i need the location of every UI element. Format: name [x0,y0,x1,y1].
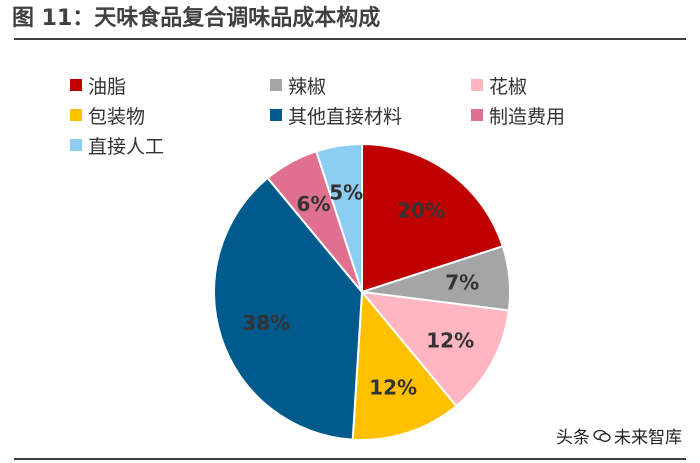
legend-item-sichuan-pepper: 花椒 [471,72,527,98]
pie-slices [213,142,511,441]
pie-label-sichuan-pepper: 12% [426,328,474,352]
watermark: 头条 未来智库 [556,423,682,448]
pie-labels: 20% 7% 12% 12% 38% 6%5% [242,181,479,400]
pie-slice-sichuan-pepper [359,290,510,408]
legend-label-sichuan-pepper: 花椒 [489,75,528,98]
legend-swatch-labor [70,139,82,151]
bottom-rule [14,458,686,460]
legend-swatch-other-materials [270,109,282,121]
pie-slice-other-materials [213,176,364,441]
pie-slice-oil [361,142,505,294]
pie-label-chili: 7% [445,271,479,295]
pie-label-oil: 20% [397,199,445,223]
watermark-prefix: 头条 [556,428,590,448]
pie-slice-packaging [351,289,458,441]
figure-title: 图 11：天味食品复合调味品成本构成 [12,6,381,31]
legend-label-oil: 油脂 [88,75,127,98]
legend-label-chili: 辣椒 [288,75,327,98]
legend-label-manufacturing: 制造费用 [489,105,566,128]
pie-label-manufacturing: 6% [297,192,331,216]
chat-bubble-icon [593,429,611,442]
legend-item-chili: 辣椒 [270,72,326,98]
chart-legend: 油脂 辣椒 花椒 包装物 其他直接材料 制造费用 直接人工 [0,0,700,170]
legend-item-packaging: 包装物 [70,102,145,128]
watermark-name: 未来智库 [614,428,682,448]
pie-label-packaging: 12% [369,376,417,400]
legend-swatch-manufacturing [471,109,483,121]
legend-item-manufacturing: 制造费用 [471,102,565,128]
legend-label-packaging: 包装物 [88,105,146,128]
title-rule [14,38,686,40]
legend-swatch-packaging [70,109,82,121]
legend-swatch-sichuan-pepper [471,79,483,91]
pie-label-other-materials: 38% [242,311,290,335]
legend-swatch-chili [270,79,282,91]
legend-label-labor: 直接人工 [88,135,165,158]
pie-label-labor: 5% [329,181,363,205]
legend-swatch-oil [70,79,82,91]
legend-item-other-materials: 其他直接材料 [270,102,402,128]
pie-slice-labor [315,142,363,293]
legend-item-labor: 直接人工 [70,132,164,158]
legend-label-other-materials: 其他直接材料 [288,105,403,128]
legend-item-oil: 油脂 [70,72,126,98]
